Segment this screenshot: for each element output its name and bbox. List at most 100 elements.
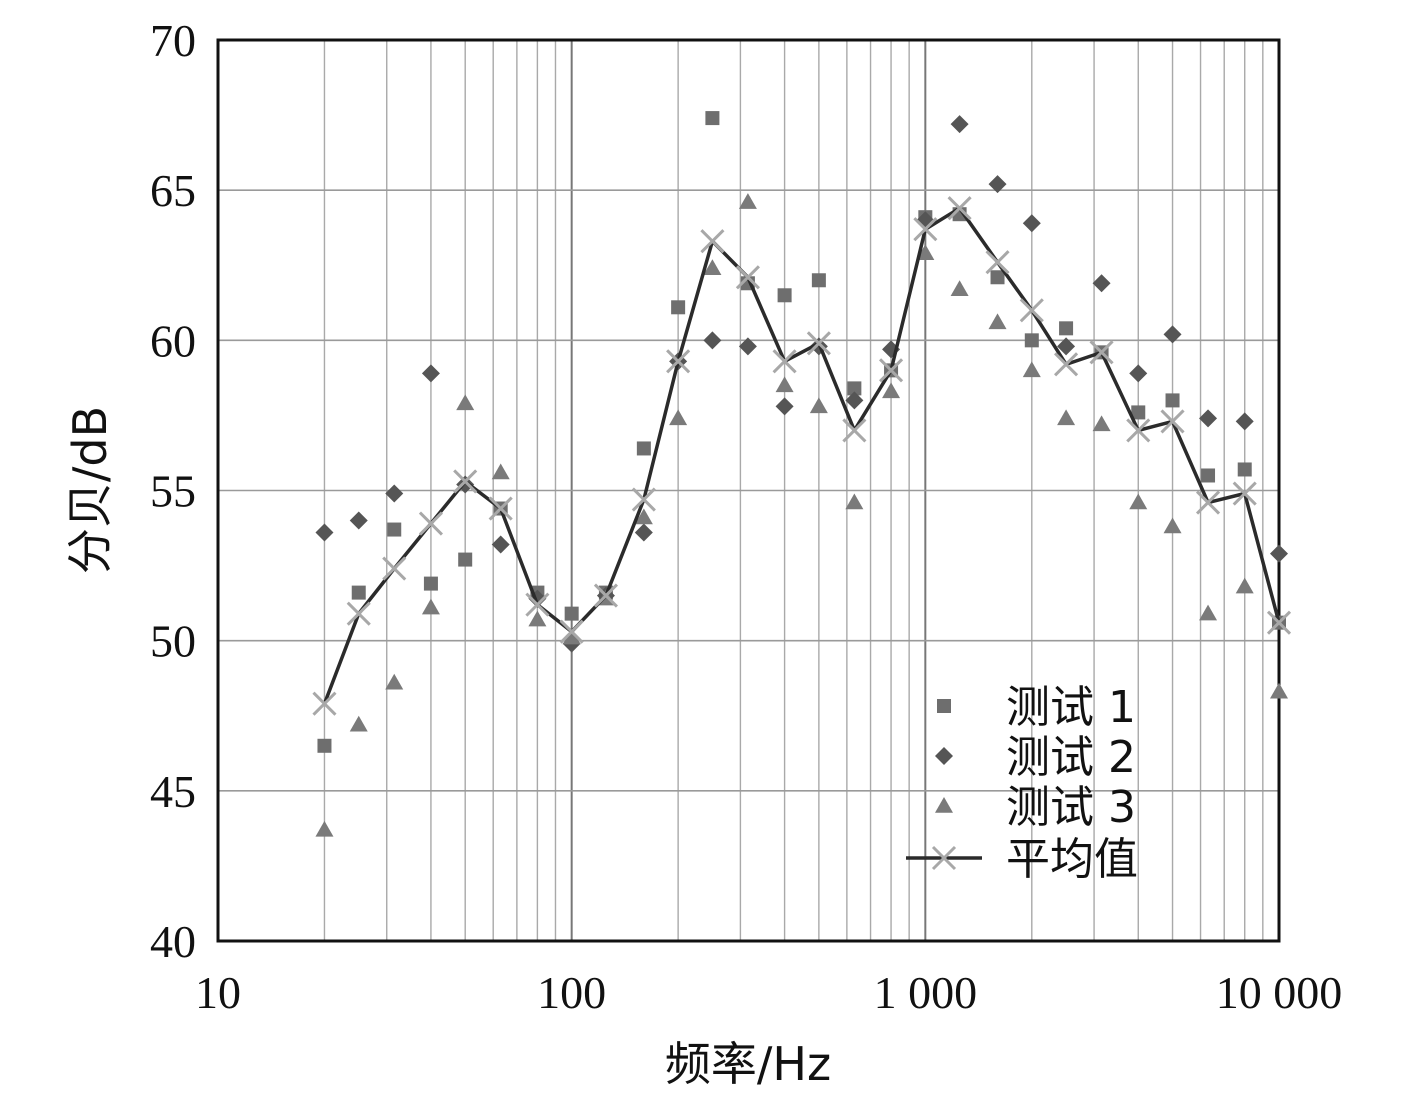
data-point: [1199, 604, 1218, 621]
data-point: [1266, 610, 1292, 635]
legend-label: 平均值: [1006, 834, 1138, 885]
data-point: [845, 493, 864, 510]
data-point: [806, 331, 831, 356]
data-point: [491, 535, 510, 554]
data-point: [738, 193, 757, 209]
x-tick-label: 1 000: [874, 967, 978, 1018]
data-point: [528, 610, 547, 627]
y-tick-label: 65: [150, 165, 196, 216]
data-point: [1201, 468, 1216, 483]
x-marker-stroke: [806, 331, 831, 356]
data-point: [488, 496, 513, 521]
data-point: [1235, 412, 1254, 431]
x-marker-stroke: [559, 619, 584, 644]
x-axis-label: 频率/Hz: [665, 1037, 831, 1091]
data-point: [491, 463, 510, 480]
data-point: [385, 484, 404, 503]
x-marker-stroke: [842, 418, 867, 443]
data-point: [988, 175, 1007, 194]
data-point: [1129, 364, 1148, 383]
data-point: [947, 196, 972, 221]
x-tick-label: 10: [195, 967, 241, 1018]
legend-marker: [935, 797, 953, 813]
x-marker-stroke: [631, 487, 656, 512]
data-point: [385, 673, 404, 690]
x-marker-stroke: [985, 250, 1010, 275]
data-point: [458, 552, 473, 567]
series-2: [315, 115, 1288, 653]
plot-frame: [216, 38, 1281, 943]
data-point: [1270, 682, 1288, 699]
data-point: [666, 349, 691, 374]
average-line: [322, 206, 1281, 705]
x-marker-stroke: [1266, 610, 1292, 635]
data-point: [738, 337, 757, 356]
data-point: [950, 280, 969, 297]
series-4: [312, 196, 1292, 716]
x-marker-stroke: [913, 217, 938, 242]
tick-labels: 10 100 1 000 10 000 40 45 50 55 60 65 70: [150, 15, 1342, 1018]
data-point: [1270, 544, 1288, 563]
data-point: [1057, 337, 1076, 356]
data-point: [1092, 274, 1111, 293]
data-point: [1163, 517, 1182, 534]
data-point: [1195, 490, 1221, 515]
data-point: [669, 409, 688, 426]
legend-label: 测试 2: [1006, 732, 1136, 783]
data-point: [847, 381, 862, 396]
series-layer: [312, 111, 1292, 837]
data-point: [634, 508, 653, 525]
data-point: [351, 585, 366, 600]
data-point: [1024, 333, 1039, 348]
data-point: [1163, 325, 1182, 344]
data-point: [421, 364, 440, 383]
data-point: [988, 313, 1007, 330]
x-marker-stroke: [947, 196, 972, 221]
data-point: [315, 523, 334, 542]
data-point: [315, 820, 334, 837]
data-point: [703, 259, 722, 276]
y-axis-label: 分贝/dB: [63, 406, 117, 574]
data-point: [1131, 405, 1146, 420]
data-point: [775, 397, 794, 416]
data-point: [1129, 493, 1148, 510]
x-marker-stroke: [1232, 481, 1257, 506]
data-point: [421, 598, 440, 615]
x-marker-stroke: [878, 358, 904, 383]
legend-label: 测试 3: [1006, 782, 1136, 833]
x-marker-stroke: [735, 265, 760, 290]
data-point: [985, 250, 1010, 275]
data-point: [1059, 321, 1074, 336]
data-point: [1126, 418, 1151, 443]
data-point: [775, 376, 794, 393]
x-marker-stroke: [700, 229, 725, 254]
data-point: [312, 691, 337, 716]
data-point: [564, 606, 579, 621]
x-marker-stroke: [312, 691, 337, 716]
x-marker-stroke: [1089, 340, 1114, 365]
data-point: [1160, 409, 1185, 434]
x-marker-stroke: [666, 349, 691, 374]
data-point: [525, 592, 550, 617]
data-point: [1165, 393, 1180, 408]
data-point: [559, 619, 584, 644]
data-point: [671, 300, 686, 315]
data-point: [845, 391, 864, 410]
legend-label: 测试 1: [1006, 682, 1136, 733]
data-point: [349, 511, 368, 530]
data-point: [950, 115, 969, 134]
x-marker-stroke: [1195, 490, 1221, 515]
data-point: [349, 715, 368, 732]
data-point: [772, 349, 797, 374]
data-point: [456, 394, 475, 411]
x-marker-stroke: [346, 601, 371, 626]
y-tick-label: 55: [150, 466, 196, 517]
data-point: [1199, 409, 1218, 428]
legend-marker: [931, 845, 957, 871]
y-tick-label: 50: [150, 616, 196, 667]
legend-marker: [937, 699, 951, 713]
data-point: [1232, 481, 1257, 506]
data-point: [317, 738, 332, 753]
y-tick-label: 45: [150, 766, 196, 817]
x-tick-label: 100: [537, 967, 606, 1018]
